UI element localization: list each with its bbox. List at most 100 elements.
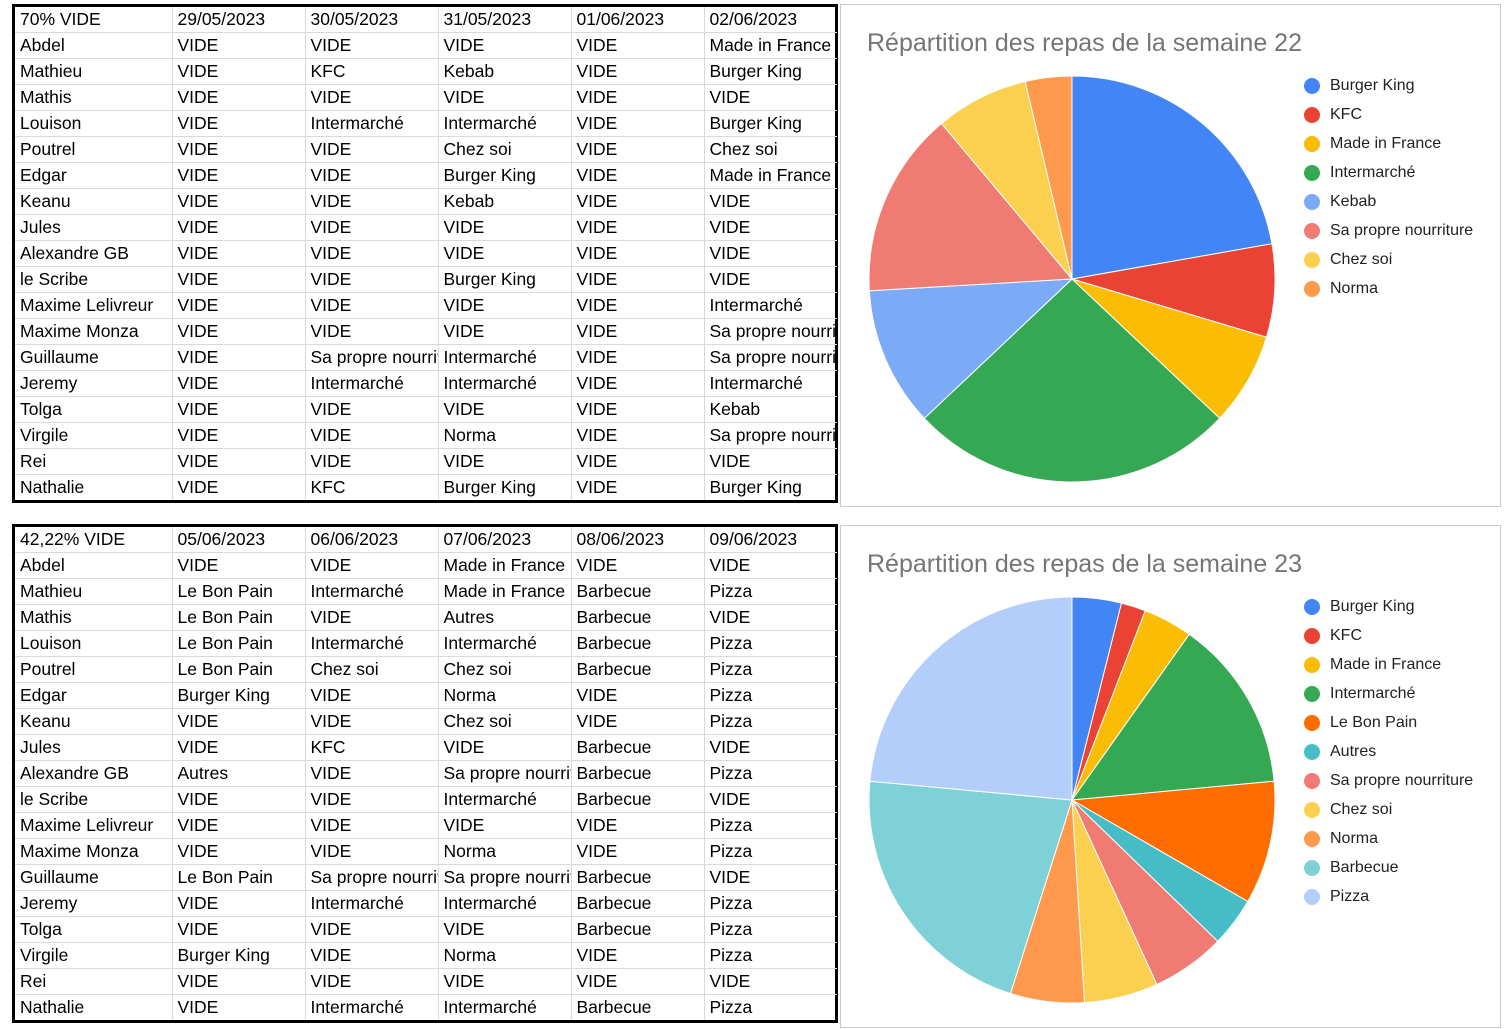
meal-cell[interactable]: VIDE — [172, 240, 306, 267]
meal-cell[interactable]: VIDE — [305, 552, 439, 579]
meal-cell[interactable]: VIDE — [704, 968, 837, 995]
meal-cell[interactable]: Burger King — [709, 477, 802, 497]
meal-cell[interactable]: Pizza — [704, 916, 837, 943]
meal-cell[interactable]: Autres — [172, 760, 306, 787]
meal-cell[interactable]: Burger King — [704, 110, 837, 137]
pie-chart[interactable] — [841, 5, 1502, 508]
meal-cell[interactable]: VIDE — [172, 812, 306, 839]
meal-cell[interactable]: Chez soi — [438, 136, 572, 163]
pie-slice-pizza[interactable] — [869, 596, 1073, 801]
meal-cell[interactable]: VIDE — [571, 58, 705, 85]
meal-cell[interactable]: Intermarché — [305, 994, 439, 1020]
meal-cell[interactable]: Norma — [438, 682, 572, 709]
meal-cell[interactable]: Pizza — [704, 838, 837, 865]
header-cell[interactable]: 30/05/2023 — [305, 7, 439, 33]
meal-cell[interactable]: Pizza — [704, 760, 837, 787]
meal-cell[interactable]: VIDE — [305, 396, 439, 423]
meal-cell[interactable]: VIDE — [172, 292, 306, 319]
meal-cell[interactable]: VIDE — [704, 552, 837, 579]
meal-cell[interactable]: VIDE — [571, 188, 705, 215]
meal-cell[interactable]: Kebab — [438, 188, 572, 215]
legend-item[interactable]: Sa propre nourriture — [1304, 766, 1473, 795]
header-cell[interactable]: 05/06/2023 — [172, 527, 306, 553]
meal-cell[interactable]: VIDE — [571, 968, 705, 995]
pie-slice-intermarch-[interactable] — [923, 278, 1221, 483]
name-cell[interactable]: Rei — [15, 448, 173, 475]
meal-cell[interactable]: VIDE — [305, 604, 439, 631]
meal-cell[interactable]: VIDE — [438, 396, 572, 423]
meal-cell[interactable]: Pizza — [704, 812, 837, 839]
name-cell[interactable]: Virgile — [15, 422, 173, 449]
meal-cell[interactable]: Made in France — [704, 162, 837, 189]
meal-cell[interactable]: VIDE — [571, 708, 705, 735]
name-cell[interactable]: Nathalie — [15, 994, 173, 1020]
meal-cell[interactable]: Made in France — [438, 578, 572, 605]
meal-cell[interactable]: VIDE — [305, 916, 439, 943]
legend-item[interactable]: Norma — [1304, 824, 1473, 853]
meal-cell[interactable]: VIDE — [305, 214, 439, 241]
meal-cell[interactable]: Barbecue — [571, 734, 705, 761]
legend-item[interactable]: Intermarché — [1304, 679, 1473, 708]
meal-cell[interactable]: VIDE — [172, 396, 306, 423]
name-cell[interactable]: Maxime Lelivreur — [15, 812, 173, 839]
legend-item[interactable]: Norma — [1304, 274, 1473, 303]
meal-cell[interactable]: VIDE — [172, 786, 306, 813]
legend-item[interactable]: Burger King — [1304, 71, 1473, 100]
meal-cell[interactable]: Norma — [438, 942, 572, 969]
name-cell[interactable]: Maxime Monza — [15, 838, 173, 865]
meal-cell[interactable]: Pizza — [704, 630, 837, 657]
meal-cell[interactable]: VIDE — [305, 292, 439, 319]
meal-cell[interactable]: VIDE — [571, 32, 705, 59]
meal-cell[interactable]: Le Bon Pain — [172, 864, 306, 891]
meal-cell[interactable]: Sa propre nourriture — [305, 344, 439, 371]
meal-cell[interactable]: VIDE — [438, 734, 572, 761]
meal-cell[interactable]: VIDE — [571, 240, 705, 267]
meal-cell[interactable]: Chez soi — [704, 136, 837, 163]
meal-cell[interactable]: VIDE — [305, 786, 439, 813]
meal-cell[interactable]: Pizza — [704, 942, 837, 969]
meal-cell[interactable]: VIDE — [172, 344, 306, 371]
legend-item[interactable]: Burger King — [1304, 592, 1473, 621]
name-cell[interactable]: Poutrel — [15, 136, 173, 163]
meal-cell[interactable]: VIDE — [571, 942, 705, 969]
meal-cell[interactable]: VIDE — [438, 214, 572, 241]
pie-slice-intermarch-[interactable] — [1070, 633, 1275, 801]
meal-cell[interactable]: VIDE — [305, 162, 439, 189]
meal-cell[interactable]: Barbecue — [571, 578, 705, 605]
meal-cell[interactable]: KFC — [305, 734, 439, 761]
meal-cell[interactable]: Barbecue — [571, 864, 705, 891]
legend-item[interactable]: Made in France — [1304, 129, 1473, 158]
meal-cell[interactable]: VIDE — [305, 84, 439, 111]
meal-cell[interactable]: VIDE — [305, 240, 439, 267]
meal-cell[interactable]: VIDE — [305, 682, 439, 709]
meal-cell[interactable]: Barbecue — [571, 890, 705, 917]
meal-cell[interactable]: Intermarché — [438, 370, 572, 397]
meal-cell[interactable]: VIDE — [704, 266, 837, 293]
header-cell[interactable]: 09/06/2023 — [704, 527, 837, 553]
meal-cell[interactable]: VIDE — [172, 214, 306, 241]
legend-item[interactable]: Le Bon Pain — [1304, 708, 1473, 737]
name-cell[interactable]: Edgar — [15, 162, 173, 189]
header-cell[interactable]: 42,22% VIDE — [15, 527, 173, 553]
meal-cell[interactable]: Sa propre nourriture — [305, 864, 439, 891]
meal-cell[interactable]: Chez soi — [438, 656, 572, 683]
legend-item[interactable]: Kebab — [1304, 187, 1473, 216]
name-cell[interactable]: Abdel — [15, 552, 173, 579]
meal-cell[interactable]: VIDE — [172, 552, 306, 579]
meal-cell[interactable]: VIDE — [172, 84, 306, 111]
name-cell[interactable]: Jeremy — [15, 370, 173, 397]
legend-item[interactable]: Autres — [1304, 737, 1473, 766]
meal-cell[interactable]: VIDE — [704, 604, 837, 631]
meal-cell[interactable]: Pizza — [704, 682, 837, 709]
meal-cell[interactable]: Norma — [438, 838, 572, 865]
name-cell[interactable]: Mathieu — [15, 578, 173, 605]
pie-slice-norma[interactable] — [1024, 75, 1073, 280]
meal-cell[interactable]: Le Bon Pain — [172, 604, 306, 631]
meal-cell[interactable]: VIDE — [571, 812, 705, 839]
name-cell[interactable]: Louison — [15, 110, 173, 137]
meal-cell[interactable]: Barbecue — [571, 604, 705, 631]
meal-cell[interactable]: KFC — [305, 58, 439, 85]
name-cell[interactable]: Alexandre GB — [15, 760, 173, 787]
meal-cell[interactable]: Sa propre nourriture — [438, 760, 572, 787]
meal-cell[interactable]: VIDE — [172, 890, 306, 917]
